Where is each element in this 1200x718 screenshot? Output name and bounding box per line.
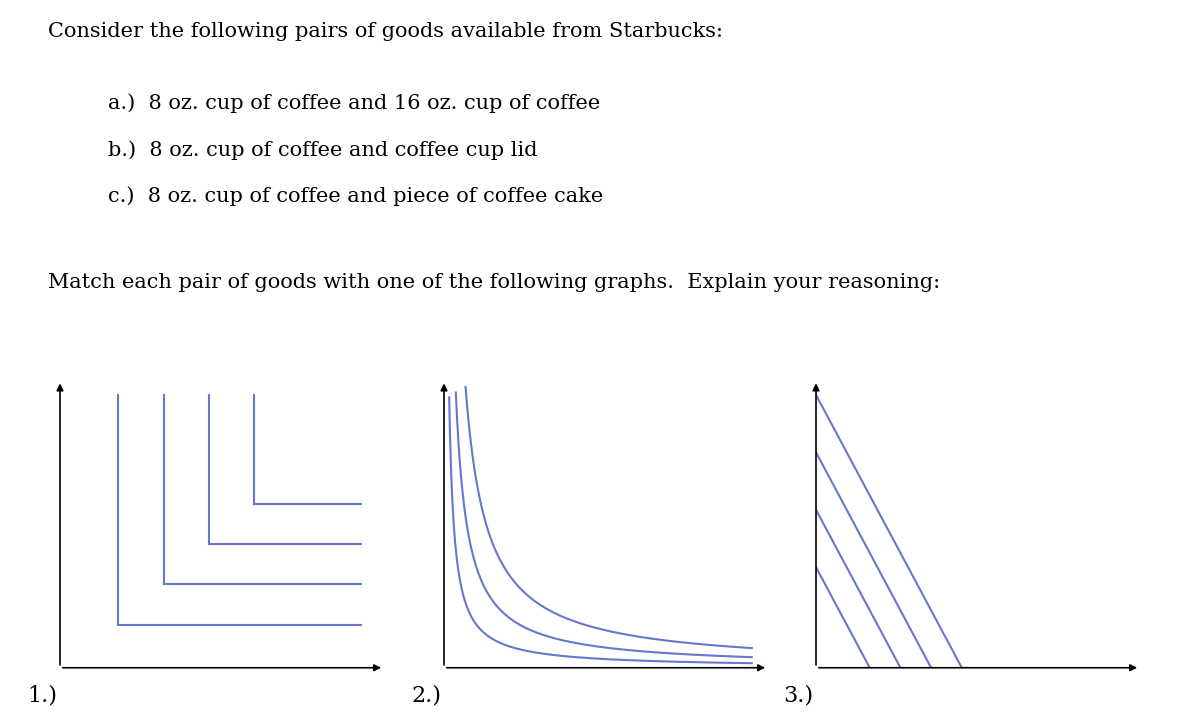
Text: b.)  8 oz. cup of coffee and coffee cup lid: b.) 8 oz. cup of coffee and coffee cup l… [108,140,538,159]
Text: 2.): 2.) [412,685,442,707]
Text: Match each pair of goods with one of the following graphs.  Explain your reasoni: Match each pair of goods with one of the… [48,273,940,292]
Text: Consider the following pairs of goods available from Starbucks:: Consider the following pairs of goods av… [48,22,722,40]
Text: 1.): 1.) [28,685,58,707]
Text: a.)  8 oz. cup of coffee and 16 oz. cup of coffee: a.) 8 oz. cup of coffee and 16 oz. cup o… [108,93,600,113]
Text: c.)  8 oz. cup of coffee and piece of coffee cake: c.) 8 oz. cup of coffee and piece of cof… [108,187,604,206]
Text: 3.): 3.) [784,685,814,707]
